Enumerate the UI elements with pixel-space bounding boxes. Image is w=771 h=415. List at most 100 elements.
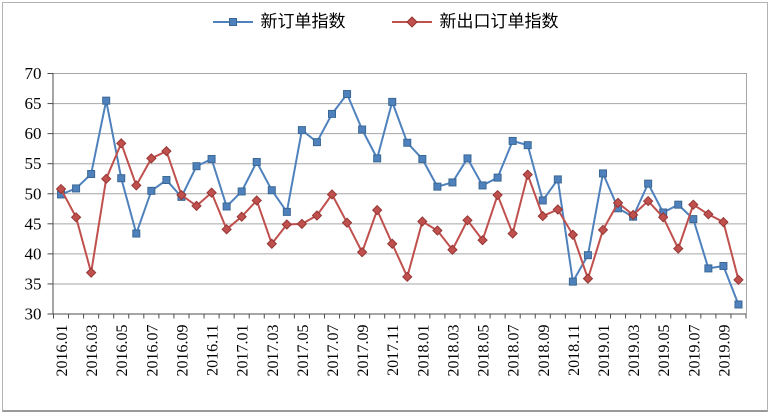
data-point	[598, 169, 607, 178]
data-point	[627, 209, 639, 221]
data-point	[236, 211, 247, 222]
x-tick-label: 2019.07	[686, 325, 703, 377]
data-point	[237, 187, 246, 196]
data-point	[222, 202, 231, 211]
data-point	[206, 187, 217, 198]
data-point	[432, 225, 443, 236]
data-point	[147, 186, 156, 195]
data-point	[553, 175, 562, 184]
x-tick-label: 2017.11	[385, 325, 402, 376]
y-tick-label: 65	[25, 94, 42, 113]
data-point	[612, 197, 624, 209]
x-tick-label: 2019.09	[716, 325, 733, 377]
data-point	[358, 125, 367, 134]
data-point	[251, 195, 262, 206]
data-point	[87, 170, 96, 179]
data-point	[70, 212, 82, 223]
data-point	[448, 178, 457, 187]
data-point	[296, 218, 308, 230]
data-point	[418, 154, 427, 163]
data-point	[507, 228, 518, 239]
legend-line-diamond-icon	[391, 15, 432, 28]
data-point	[192, 162, 201, 171]
data-point	[311, 210, 323, 221]
data-point	[343, 90, 352, 99]
data-point	[328, 109, 337, 118]
x-tick-label: 2016.09	[174, 325, 191, 377]
y-tick-label: 70	[25, 64, 42, 83]
data-point	[674, 200, 683, 209]
data-point	[644, 179, 653, 188]
data-point	[462, 215, 473, 226]
data-point	[673, 243, 684, 254]
data-point	[191, 200, 202, 212]
y-tick-label: 55	[25, 154, 42, 173]
data-point	[733, 274, 744, 286]
x-tick-label: 2016.05	[114, 325, 131, 377]
series-new-orders	[57, 90, 743, 309]
x-tick-label: 2018.03	[445, 325, 462, 377]
data-point	[387, 238, 398, 249]
data-point	[463, 154, 472, 163]
data-point	[388, 97, 397, 106]
x-tick-label: 2017.03	[265, 325, 282, 377]
data-point	[597, 224, 609, 236]
data-point	[508, 136, 517, 145]
data-point	[403, 138, 412, 147]
data-point	[583, 251, 592, 260]
data-point	[252, 157, 261, 166]
x-tick-label: 2016.03	[84, 325, 101, 377]
x-tick-label: 2019.03	[626, 325, 643, 377]
data-point	[312, 138, 321, 147]
data-point	[373, 154, 382, 163]
y-tick-label: 45	[25, 214, 42, 233]
y-tick-labels: 30 35 40 45 50 55 60 65 70	[25, 64, 42, 324]
x-tick-label: 2018.05	[476, 325, 493, 377]
series-new-export-orders	[55, 138, 744, 286]
data-point	[100, 173, 112, 185]
data-point	[522, 169, 533, 180]
data-point	[371, 204, 383, 216]
x-tick-label: 2018.01	[415, 325, 432, 377]
data-point	[297, 126, 306, 135]
data-point	[266, 238, 277, 249]
data-point	[282, 207, 291, 216]
data-point	[523, 141, 532, 150]
data-point	[703, 209, 714, 220]
data-point	[552, 204, 564, 215]
data-point	[402, 271, 413, 283]
data-point	[117, 174, 126, 183]
x-tick-label: 2019.05	[656, 325, 673, 377]
legend-label-new-export-orders: 新出口订单指数	[439, 12, 559, 31]
x-tick-label: 2018.07	[506, 325, 523, 377]
chart-legend: 新订单指数 新出口订单指数	[0, 13, 771, 30]
data-point	[433, 182, 442, 191]
data-point	[131, 180, 142, 191]
data-point	[161, 145, 172, 157]
data-point	[718, 216, 729, 228]
data-point	[688, 199, 699, 210]
data-point	[72, 184, 81, 193]
data-point	[341, 217, 353, 228]
data-point	[642, 195, 654, 207]
x-tick-label: 2017.01	[235, 325, 252, 377]
data-point	[567, 229, 579, 240]
data-point	[704, 264, 713, 273]
data-point	[221, 224, 232, 235]
axes	[47, 73, 747, 319]
data-point	[477, 234, 488, 246]
data-point	[568, 277, 577, 286]
x-tick-labels: 2016.01 2016.03 2016.05 2016.07 2016.09 2016.…	[54, 325, 733, 377]
data-point	[146, 153, 157, 164]
data-point	[102, 96, 111, 105]
data-point	[326, 189, 338, 200]
data-point	[689, 215, 698, 224]
data-point	[55, 183, 67, 195]
data-point	[207, 154, 216, 163]
data-point	[356, 246, 368, 258]
y-tick-label: 50	[25, 184, 42, 203]
x-tick-label: 2017.07	[325, 325, 342, 377]
data-point	[267, 186, 276, 195]
